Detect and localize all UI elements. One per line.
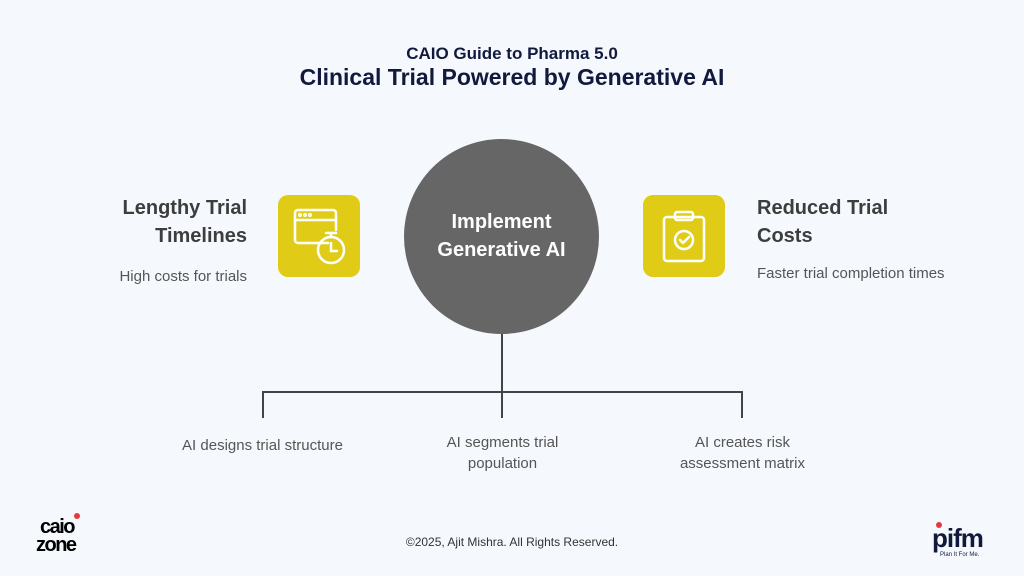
connector-line	[501, 334, 503, 392]
center-label: Implement Generative AI	[437, 211, 566, 261]
center-node	[404, 139, 599, 334]
connector-line	[501, 391, 503, 418]
pifm-tagline: Plan It For Me.	[940, 552, 980, 558]
connector-line	[741, 391, 743, 418]
supertitle: CAIO Guide to Pharma 5.0	[406, 44, 618, 63]
page-title: Clinical Trial Powered by Generative AI	[299, 64, 725, 90]
copyright: ©2025, Ajit Mishra. All Rights Reserved.	[405, 535, 619, 549]
branch-1: AI designs trial structure	[182, 437, 343, 454]
caio-zone-logo: caio zone	[36, 512, 108, 562]
branch-2: AI segments trial population	[446, 434, 559, 472]
browser-stopwatch-icon	[278, 195, 360, 277]
connector-line	[262, 391, 264, 418]
branch-3: AI creates risk assessment matrix	[679, 434, 806, 472]
left-description: High costs for trials	[119, 268, 247, 285]
right-heading: Reduced Trial Costs	[757, 197, 889, 247]
right-description: Faster trial completion times	[757, 265, 945, 282]
left-heading: Lengthy Trial Timelines	[122, 197, 247, 247]
pifm-logo: pifm Plan It For Me.	[932, 522, 984, 558]
clipboard-check-icon	[643, 195, 725, 277]
